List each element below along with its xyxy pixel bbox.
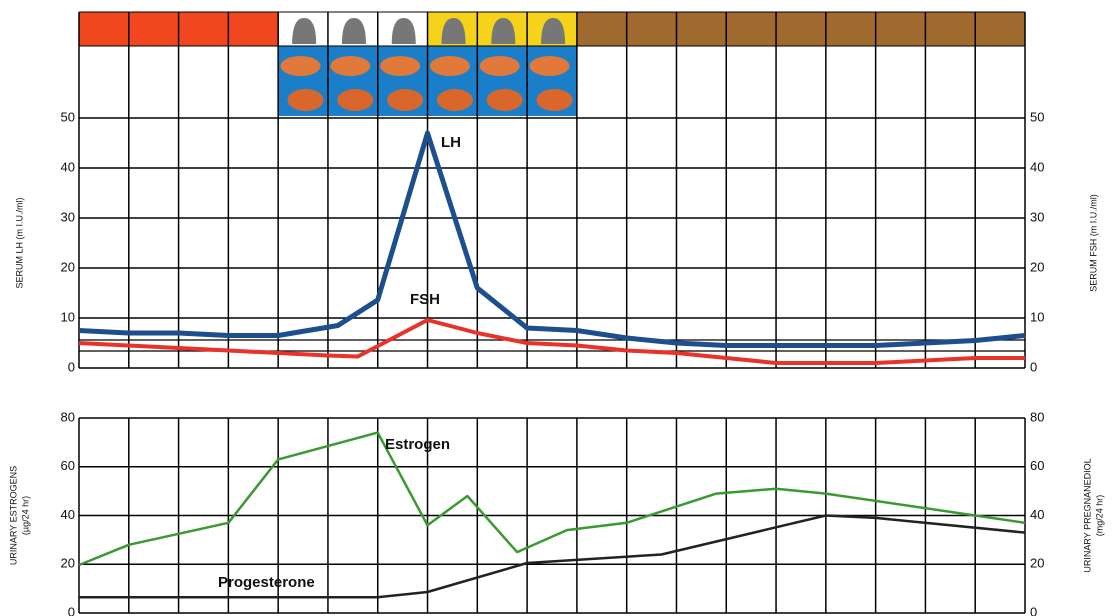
y-tick-label: 10	[61, 309, 75, 324]
series-label: Progesterone	[218, 574, 315, 591]
axis-label: URINARY PREGNANEDIOL	[1082, 458, 1092, 572]
axis-label: SERUM LH (m I.U./ml)	[14, 197, 24, 288]
phase-cell	[726, 12, 777, 46]
y-tick-label: 0	[68, 359, 75, 374]
photo-blob	[486, 89, 523, 111]
phase-cell	[228, 12, 279, 46]
y-tick-label: 20	[61, 259, 75, 274]
phase-cell	[875, 12, 926, 46]
figure-icon	[341, 18, 366, 44]
photo-blob	[429, 56, 470, 76]
phase-cell	[128, 12, 179, 46]
series-line	[78, 318, 1025, 365]
photo-blob	[337, 89, 374, 111]
series-line	[78, 431, 1026, 567]
phase-cell	[676, 12, 727, 46]
photo-blob	[529, 56, 570, 76]
y2-tick-label: 30	[1030, 209, 1044, 224]
y-tick-label: 80	[61, 409, 75, 424]
axis-label: (µg/24 hr)	[20, 496, 30, 535]
series-label: FSH	[410, 291, 440, 308]
figure-icon	[391, 18, 416, 44]
phase-header	[78, 11, 1026, 118]
y-tick-label: 0	[68, 604, 75, 616]
y2-tick-label: 0	[1030, 604, 1037, 616]
y2-tick-label: 40	[1030, 507, 1044, 522]
axis-label: SERUM FSH (m I.U./ml)	[1088, 194, 1098, 292]
photo-blob	[280, 56, 321, 76]
photo-blob	[380, 56, 421, 76]
photo-blob	[479, 56, 520, 76]
photo-blob	[536, 89, 573, 111]
axis-label: (mg/24 hr)	[1094, 495, 1104, 537]
y2-tick-label: 40	[1030, 159, 1044, 174]
y2-tick-label: 60	[1030, 458, 1044, 473]
series-label: Estrogen	[385, 436, 450, 453]
y2-tick-label: 10	[1030, 309, 1044, 324]
figure-icon	[491, 18, 516, 44]
y2-tick-label: 20	[1030, 556, 1044, 571]
series-line	[79, 514, 1026, 599]
phase-cell	[79, 12, 129, 46]
photo-blob	[387, 89, 424, 111]
axis-label: URINARY ESTROGENS	[8, 466, 18, 565]
series-line	[78, 130, 1026, 348]
y-tick-label: 30	[61, 209, 75, 224]
y2-tick-label: 80	[1030, 409, 1044, 424]
figure-icon	[292, 18, 317, 44]
y-tick-label: 40	[61, 159, 75, 174]
photo-blob	[330, 56, 371, 76]
y-tick-label: 40	[61, 507, 75, 522]
figure-icon	[541, 18, 566, 44]
phase-cell	[825, 12, 876, 46]
phase-cell	[975, 12, 1025, 46]
y2-tick-label: 20	[1030, 259, 1044, 274]
phase-cell	[925, 12, 976, 46]
phase-cell	[576, 12, 627, 46]
y-tick-label: 20	[61, 556, 75, 571]
phase-cell	[776, 12, 826, 46]
photo-blob	[436, 89, 473, 111]
series-label: LH	[441, 134, 461, 151]
y2-tick-label: 0	[1030, 359, 1037, 374]
y2-tick-label: 50	[1030, 109, 1044, 124]
y-tick-label: 60	[61, 458, 75, 473]
photo-blob	[287, 89, 324, 111]
figure-icon	[441, 18, 466, 44]
y-tick-label: 50	[61, 109, 75, 124]
phase-cell	[178, 12, 229, 46]
phase-cell	[626, 12, 677, 46]
